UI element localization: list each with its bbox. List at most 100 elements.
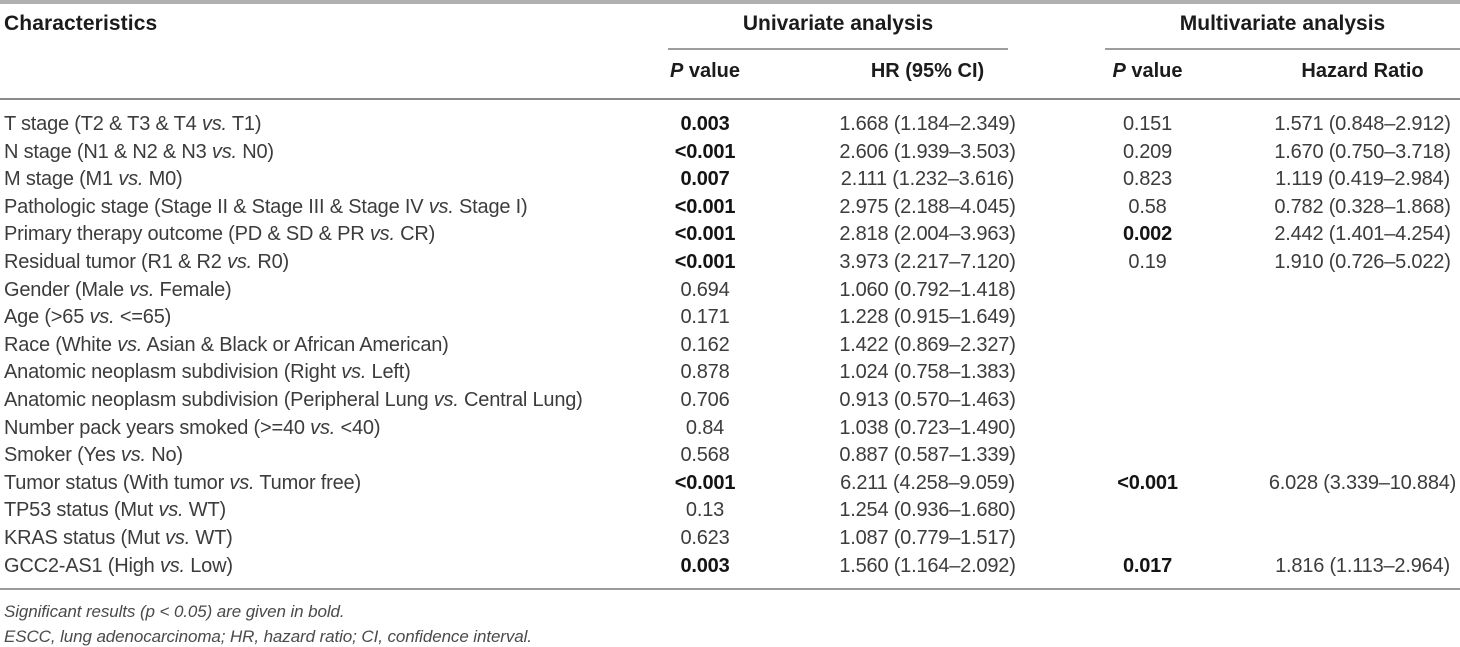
univariate-p-value-cell: 0.623 [680,526,730,549]
univariate-p-value-cell: 0.171 [680,306,730,329]
column-header-multivariate-p-value: P value [1100,59,1195,83]
univariate-hr-ci-cell: 0.887 (0.587–1.339) [839,444,1016,467]
footnote-significance: Significant results (p < 0.05) are given… [4,602,345,621]
univariate-hr-ci-cell: 1.668 (1.184–2.349) [839,113,1016,135]
multivariate-hazard-ratio-cell: 0.782 (0.328–1.868) [1274,195,1451,218]
row-characteristic-label: Anatomic neoplasm subdivision (Right vs.… [4,361,411,384]
univariate-hr-ci-cell: 2.111 (1.232–3.616) [840,168,1015,191]
univariate-hr-ci-cell: 2.818 (2.004–3.963) [839,223,1016,246]
table-row: TP53 status (Mut vs. WT) 0.13 1.254 (0.9… [0,497,1460,525]
multivariate-hazard-ratio-cell: 1.571 (0.848–2.912) [1274,113,1451,135]
multivariate-hazard-ratio-cell: 6.028 (3.339–10.884) [1268,471,1457,494]
table-body: T stage (T2 & T3 & T4 vs. T1) 0.003 1.66… [0,100,1460,580]
row-characteristic-label: Race (White vs. Asian & Black or African… [4,333,449,356]
table-row: M stage (M1 vs. M0) 0.007 2.111 (1.232–3… [0,166,1460,194]
row-characteristic-label: Number pack years smoked (>=40 vs. <40) [4,416,381,439]
univariate-hr-ci-cell: 1.087 (0.779–1.517) [839,526,1016,549]
table-row: Primary therapy outcome (PD & SD & PR vs… [0,221,1460,249]
multivariate-p-value-cell [1100,359,1195,387]
multivariate-hazard-ratio-cell: 2.442 (1.401–4.254) [1274,223,1451,246]
univariate-hr-ci-cell: 1.060 (0.792–1.418) [839,278,1016,301]
footnote-abbreviations: ESCC, lung adenocarcinoma; HR, hazard ra… [4,627,532,646]
row-characteristic-label: Age (>65 vs. <=65) [4,306,172,329]
row-characteristic-label: Residual tumor (R1 & R2 vs. R0) [4,250,290,273]
row-characteristic-label: Tumor status (With tumor vs. Tumor free) [4,471,361,494]
p-value-label: value [688,60,741,82]
multivariate-hazard-ratio-cell [1195,387,1460,415]
p-italic: P [1112,60,1126,82]
table-row: N stage (N1 & N2 & N3 vs. N0) <0.001 2.6… [0,139,1460,167]
row-characteristic-label: M stage (M1 vs. M0) [4,168,183,191]
univariate-p-value-cell: 0.13 [685,499,725,522]
row-characteristic-label: Gender (Male vs. Female) [4,278,232,301]
table-top-border [0,0,1460,4]
multivariate-p-value-cell [1100,332,1195,360]
multivariate-hazard-ratio-cell: 1.119 (0.419–2.984) [1275,168,1450,191]
multivariate-hazard-ratio-cell: 1.670 (0.750–3.718) [1274,140,1451,163]
multivariate-p-value-cell [1100,497,1195,525]
univariate-hr-ci-cell: 2.975 (2.188–4.045) [839,195,1016,218]
univariate-hr-ci-cell: 0.913 (0.570–1.463) [839,388,1016,411]
univariate-p-value-cell: 0.568 [680,444,730,467]
univariate-hr-ci-cell: 6.211 (4.258–9.059) [840,471,1015,494]
row-characteristic-label: KRAS status (Mut vs. WT) [4,526,233,549]
table-row: Race (White vs. Asian & Black or African… [0,332,1460,360]
table-row: GCC2-AS1 (High vs. Low) 0.003 1.560 (1.1… [0,553,1460,581]
table-row: Residual tumor (R1 & R2 vs. R0) <0.001 3… [0,249,1460,277]
group-header-multivariate-label: Multivariate analysis [1179,12,1386,35]
row-characteristic-label: Smoker (Yes vs. No) [4,444,183,467]
row-characteristic-label: T stage (T2 & T3 & T4 vs. T1) [4,113,262,135]
table-row: Smoker (Yes vs. No) 0.568 0.887 (0.587–1… [0,442,1460,470]
univariate-hr-ci-cell: 1.560 (1.164–2.092) [839,554,1016,577]
multivariate-p-value-cell: 0.209 [1122,140,1173,163]
multivariate-hazard-ratio-cell: 1.816 (1.113–2.964) [1275,554,1450,577]
table-row: Age (>65 vs. <=65) 0.171 1.228 (0.915–1.… [0,304,1460,332]
row-characteristic-label: N stage (N1 & N2 & N3 vs. N0) [4,140,274,163]
univariate-p-value-cell: 0.162 [680,333,730,356]
multivariate-hazard-ratio-cell [1195,415,1460,443]
multivariate-hazard-ratio-cell [1195,277,1460,305]
multivariate-p-value-cell [1100,525,1195,553]
multivariate-p-value-cell [1100,415,1195,443]
univariate-hr-ci-cell: 3.973 (2.217–7.120) [839,250,1016,273]
multivariate-hazard-ratio-cell [1195,359,1460,387]
univariate-hr-ci-cell: 1.038 (0.723–1.490) [839,416,1016,439]
table-row: Number pack years smoked (>=40 vs. <40) … [0,415,1460,443]
univariate-p-value-cell: 0.007 [680,168,730,191]
table-bottom-border [0,588,1460,590]
column-header-multivariate-hazard-ratio: Hazard Ratio [1301,60,1424,82]
group-header-univariate: Univariate analysis [668,10,1008,50]
table-row: Tumor status (With tumor vs. Tumor free)… [0,470,1460,498]
table-row: KRAS status (Mut vs. WT) 0.623 1.087 (0.… [0,525,1460,553]
univariate-hr-ci-cell: 1.024 (0.758–1.383) [839,361,1016,384]
univariate-p-value-cell: <0.001 [674,250,736,273]
multivariate-hazard-ratio-cell [1195,442,1460,470]
multivariate-hazard-ratio-cell: 1.910 (0.726–5.022) [1274,250,1451,273]
row-characteristic-label: GCC2-AS1 (High vs. Low) [4,554,233,577]
univariate-hr-ci-cell: 1.228 (0.915–1.649) [839,306,1016,329]
multivariate-p-value-cell: 0.151 [1122,113,1173,135]
multivariate-hazard-ratio-cell [1195,525,1460,553]
univariate-p-value-cell: 0.84 [685,416,725,439]
row-characteristic-label: Primary therapy outcome (PD & SD & PR vs… [4,223,436,246]
column-header-univariate-p-value: P value [655,59,755,83]
row-characteristic-label: TP53 status (Mut vs. WT) [4,499,226,522]
multivariate-p-value-cell: 0.017 [1122,554,1173,577]
multivariate-p-value-cell: 0.002 [1122,223,1173,246]
column-header-characteristics: Characteristics [4,12,158,35]
multivariate-hazard-ratio-cell [1195,304,1460,332]
univariate-hr-ci-cell: 1.254 (0.936–1.680) [839,499,1016,522]
univariate-p-value-cell: <0.001 [674,140,736,163]
p-italic: P [669,60,684,82]
table-row: Anatomic neoplasm subdivision (Right vs.… [0,359,1460,387]
multivariate-p-value-cell: <0.001 [1117,471,1178,494]
univariate-p-value-cell: <0.001 [674,223,736,246]
table-row: Anatomic neoplasm subdivision (Periphera… [0,387,1460,415]
table-row: Gender (Male vs. Female) 0.694 1.060 (0.… [0,277,1460,305]
multivariate-p-value-cell [1100,387,1195,415]
group-header-multivariate: Multivariate analysis [1105,10,1460,50]
table-header-separator [0,98,1460,100]
univariate-p-value-cell: 0.003 [680,554,730,577]
univariate-p-value-cell: 0.003 [680,113,730,135]
